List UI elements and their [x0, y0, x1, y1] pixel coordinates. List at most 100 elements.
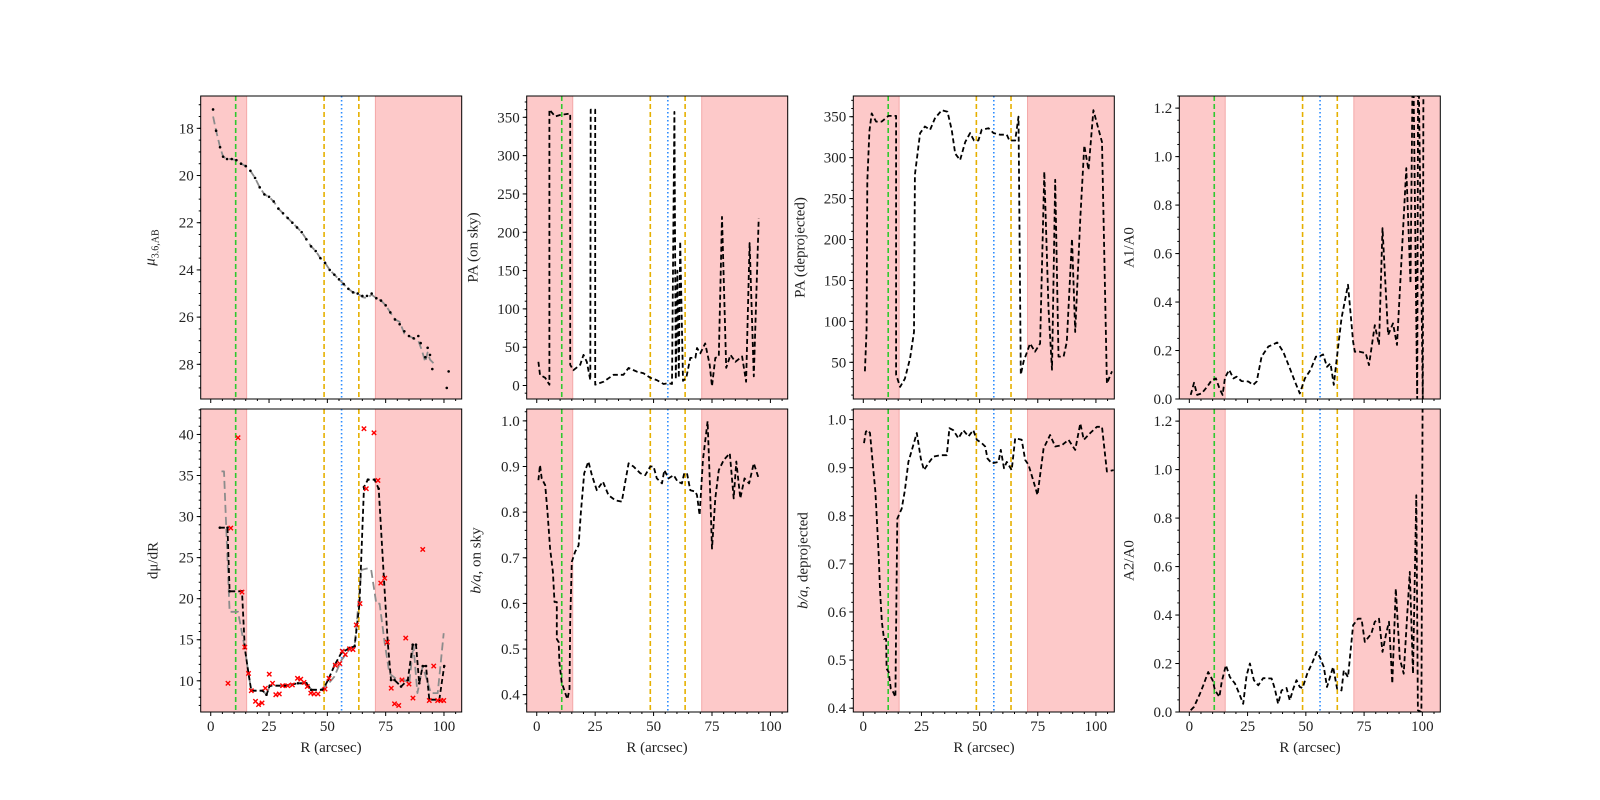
x-marker	[420, 546, 426, 553]
y-tick-label: 0.7	[828, 557, 847, 573]
x-marker	[357, 600, 363, 607]
data-point	[333, 273, 336, 276]
data-point	[351, 291, 355, 294]
x-axis-label-col1: R (arcsec)	[300, 740, 361, 756]
x-tick-label: 0	[533, 719, 541, 735]
data-point	[417, 334, 420, 338]
x-axis-label-col2: R (arcsec)	[626, 740, 687, 756]
data-point	[258, 186, 262, 189]
plot-area	[853, 96, 1115, 399]
x-tick-label: 50	[646, 719, 661, 735]
x-tick-label: 0	[1186, 719, 1194, 735]
x-marker	[285, 683, 291, 689]
x-marker	[248, 687, 255, 694]
y-tick-label: 350	[497, 110, 520, 126]
x-marker	[279, 683, 286, 689]
data-point	[218, 526, 222, 529]
excluded-region-shade	[200, 96, 247, 399]
data-point	[342, 282, 345, 286]
y-tick-label: 1.2	[1154, 414, 1173, 430]
x-marker	[384, 639, 390, 645]
x-marker	[235, 435, 241, 441]
excluded-region-shade	[375, 96, 462, 399]
y-tick-label: 0	[512, 379, 520, 395]
x-tick-label: 25	[914, 719, 929, 735]
data-point	[417, 681, 421, 685]
data-point	[412, 337, 415, 340]
x-marker	[350, 646, 356, 653]
y-tick-label: 1.0	[501, 414, 520, 430]
panels: 182022242628μ3.6,AB050100150200250300350…	[143, 95, 1441, 735]
y-axis-label-text: , deprojected	[795, 512, 811, 590]
axes-frame	[1178, 95, 1441, 400]
data-point	[399, 685, 403, 688]
x-tick-label: 75	[378, 719, 393, 735]
y-axis-label-symbol: b/a	[469, 574, 485, 593]
excluded-region-shade	[853, 409, 900, 712]
y-tick-label: 0.4	[1154, 295, 1173, 311]
data-point	[431, 367, 434, 371]
panel-6: 0 25 50 75 100 0.4 0.5 0.6 0.7 0.8 0.9 1.0 b/a, on s…	[469, 408, 789, 735]
x-marker	[228, 525, 234, 531]
data-point	[445, 386, 449, 390]
y-tick-label: 0.8	[828, 509, 847, 525]
x-tick-label: 25	[262, 719, 277, 735]
plot-area	[526, 96, 788, 399]
profile-line	[1189, 96, 1425, 399]
x-marker	[332, 662, 338, 668]
plot-area	[1179, 96, 1441, 399]
y-axis-label-symbol: b/a	[795, 590, 811, 609]
y-axis-label: A2/A0	[1121, 540, 1137, 581]
data-point	[218, 145, 222, 149]
data-point	[393, 318, 397, 321]
x-marker	[382, 575, 388, 581]
data-point	[337, 278, 341, 281]
data-point	[373, 478, 376, 481]
y-axis-label: b/a, on sky	[469, 527, 485, 594]
data-point	[426, 346, 429, 350]
y-tick-label: 25	[179, 551, 194, 567]
x-marker	[289, 682, 296, 688]
x-tick-label: 25	[1240, 719, 1255, 735]
x-marker	[239, 589, 245, 595]
data-point	[281, 211, 285, 215]
data-point	[225, 157, 229, 161]
data-point	[272, 200, 276, 203]
x-marker	[304, 683, 310, 690]
x-marker	[375, 477, 381, 484]
y-axis-label: μ3.6,AB	[143, 229, 162, 267]
data-point	[211, 108, 215, 111]
data-point	[370, 292, 373, 295]
x-marker	[371, 430, 377, 436]
y-tick-label: 250	[497, 187, 520, 203]
data-point	[379, 299, 383, 302]
y-tick-label: 22	[179, 216, 194, 232]
excluded-region-shade	[1179, 96, 1226, 399]
x-axis-label-col4: R (arcsec)	[1279, 740, 1340, 756]
y-tick-label: 0.4	[828, 701, 847, 717]
profile-line	[864, 109, 1113, 388]
data-point	[424, 355, 427, 359]
y-tick-label: 0.9	[828, 461, 847, 477]
x-marker	[259, 700, 265, 706]
y-axis-label: PA (on sky)	[466, 212, 482, 282]
y-tick-label: 100	[497, 302, 520, 318]
data-point	[428, 353, 432, 357]
panel-2: 0 50 100 150 200 250 300 350 PA (on sky)	[466, 95, 789, 403]
x-tick-label: 100	[433, 719, 456, 735]
data-point	[403, 329, 406, 333]
y-axis-label: b/a, deprojected	[795, 512, 811, 609]
data-point	[228, 589, 231, 593]
x-tick-label: 50	[1298, 719, 1313, 735]
y-tick-label: 300	[497, 149, 520, 165]
axes-frame	[200, 95, 463, 400]
x-tick-label: 100	[1085, 719, 1108, 735]
data-point	[214, 129, 218, 132]
data-point	[347, 287, 350, 291]
x-marker	[242, 644, 248, 650]
y-tick-label: 0.6	[501, 596, 520, 612]
data-point	[328, 268, 331, 272]
y-tick-label: 30	[179, 510, 194, 526]
x-marker	[255, 701, 262, 708]
